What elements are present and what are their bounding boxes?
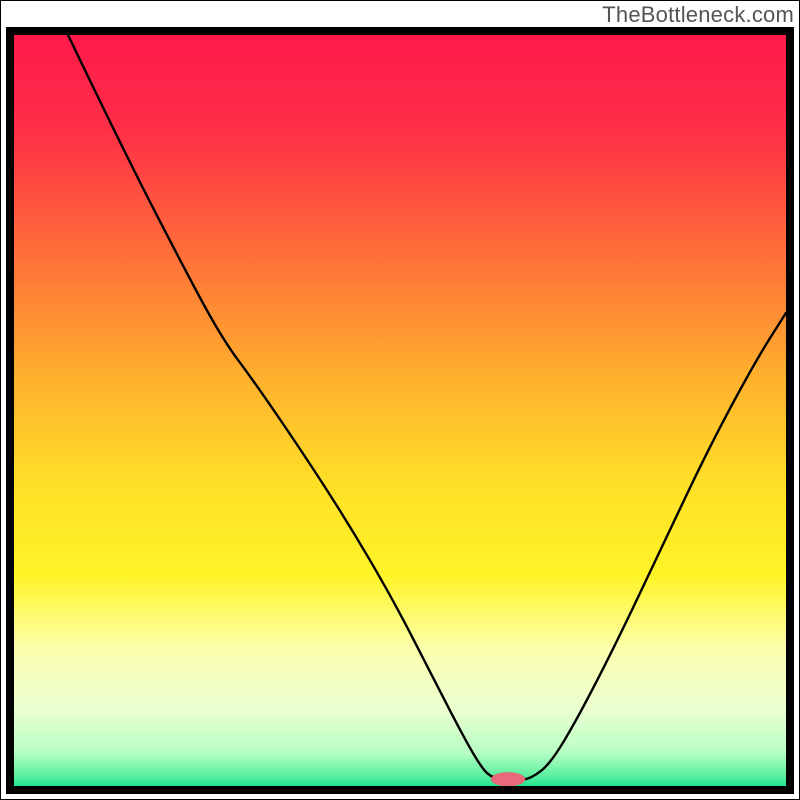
plot-background: [14, 35, 786, 786]
chart-container: TheBottleneck.com: [0, 0, 800, 800]
optimal-marker: [491, 772, 525, 786]
bottleneck-chart: [0, 0, 800, 800]
watermark-text: TheBottleneck.com: [602, 2, 794, 28]
